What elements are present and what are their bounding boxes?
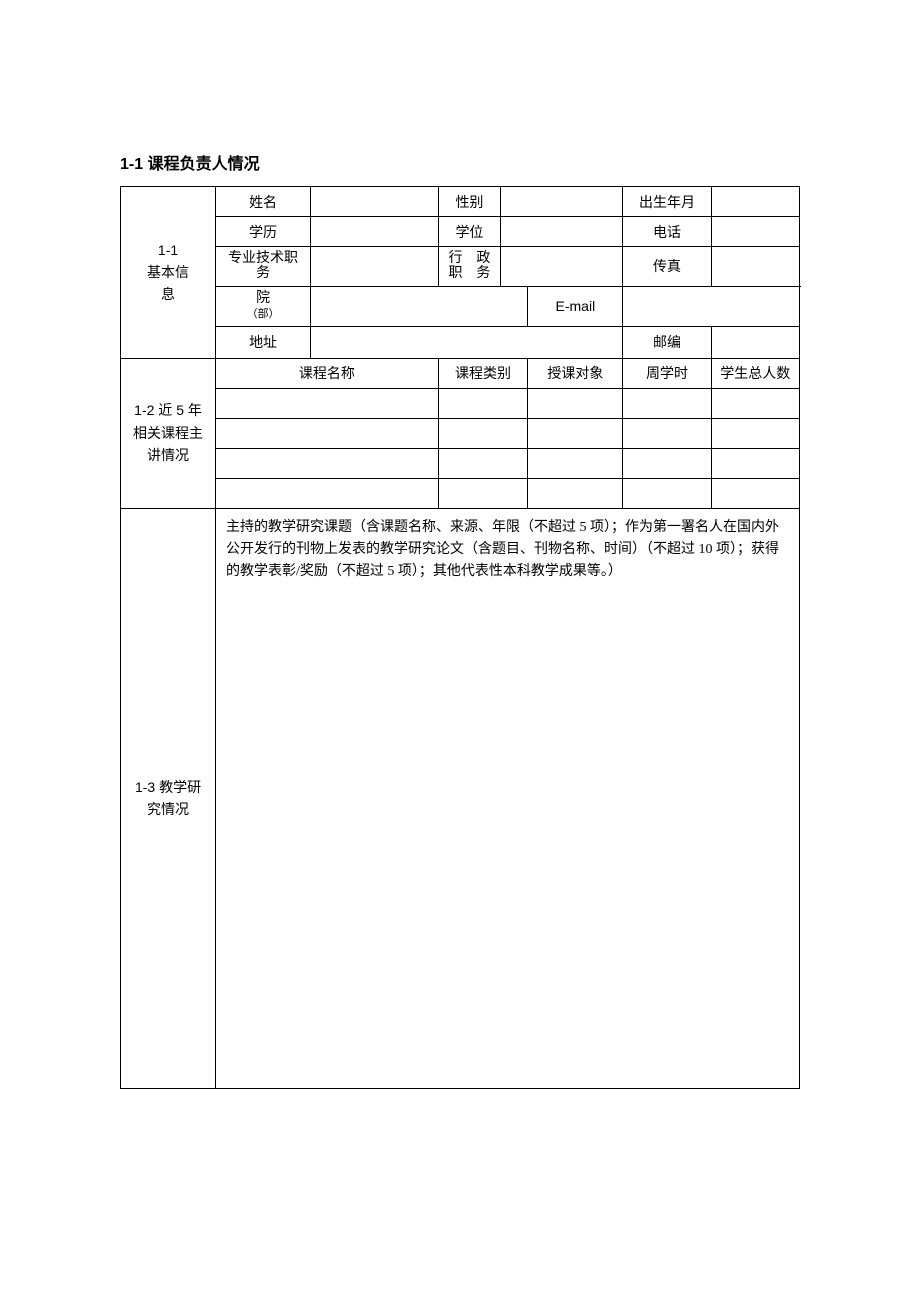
cell-course-name <box>216 388 439 418</box>
value-birthdate <box>711 187 799 217</box>
cell-audience <box>528 418 623 448</box>
label-department: 院（部） <box>216 286 311 326</box>
value-gender <box>501 187 623 217</box>
label-gender: 性别 <box>438 187 500 217</box>
cell-hours <box>623 448 711 478</box>
cell-audience <box>528 478 623 508</box>
cell-hours <box>623 418 711 448</box>
section-1-1-label: 1-1 基本信息 <box>121 187 216 359</box>
header-audience: 授课对象 <box>528 358 623 388</box>
form-table: 1-1 基本信息 姓名 性别 出生年月 学历 学位 电话 专业技术职务 行 政职… <box>120 186 800 1089</box>
value-postcode <box>711 326 799 358</box>
cell-students <box>711 388 799 418</box>
cell-course-type <box>438 388 528 418</box>
value-email <box>623 286 800 326</box>
section-text: 1-3 教学研究情况 <box>135 779 201 817</box>
section-1-3-description: 主持的教学研究课题（含课题名称、来源、年限（不超过 5 项）；作为第一署名人在国… <box>216 508 800 1088</box>
cell-course-name <box>216 478 439 508</box>
value-fax <box>711 247 799 287</box>
section-num: 1-1 <box>158 242 178 258</box>
value-phone <box>711 217 799 247</box>
cell-course-name <box>216 448 439 478</box>
header-course-name: 课程名称 <box>216 358 439 388</box>
cell-hours <box>623 388 711 418</box>
header-hours: 周学时 <box>623 358 711 388</box>
cell-course-type <box>438 448 528 478</box>
label-postcode: 邮编 <box>623 326 711 358</box>
cell-audience <box>528 448 623 478</box>
table-row: 1-2 近 5 年相关课程主讲情况 课程名称 课程类别 授课对象 周学时 学生总… <box>121 358 800 388</box>
label-email: E-mail <box>528 286 623 326</box>
cell-course-name <box>216 418 439 448</box>
table-row: 院（部） E-mail <box>121 286 800 326</box>
table-row <box>121 448 800 478</box>
value-adminpost <box>501 247 623 287</box>
cell-audience <box>528 388 623 418</box>
label-education: 学历 <box>216 217 311 247</box>
value-education <box>311 217 439 247</box>
section-1-2-label: 1-2 近 5 年相关课程主讲情况 <box>121 358 216 508</box>
cell-students <box>711 478 799 508</box>
header-students: 学生总人数 <box>711 358 799 388</box>
table-row <box>121 388 800 418</box>
value-protitle <box>311 247 439 287</box>
cell-hours <box>623 478 711 508</box>
value-name <box>311 187 439 217</box>
label-protitle: 专业技术职务 <box>216 247 311 287</box>
section-text: 基本信息 <box>147 264 189 302</box>
label-fax: 传真 <box>623 247 711 287</box>
value-department <box>311 286 528 326</box>
table-row <box>121 418 800 448</box>
value-address <box>311 326 623 358</box>
cell-course-type <box>438 418 528 448</box>
value-degree <box>501 217 623 247</box>
table-row: 地址 邮编 <box>121 326 800 358</box>
page-title: 1-1 课程负责人情况 <box>120 150 800 174</box>
section-1-3-label: 1-3 教学研究情况 <box>121 508 216 1088</box>
cell-course-type <box>438 478 528 508</box>
label-phone: 电话 <box>623 217 711 247</box>
cell-students <box>711 448 799 478</box>
header-course-type: 课程类别 <box>438 358 528 388</box>
table-row: 1-3 教学研究情况 主持的教学研究课题（含课题名称、来源、年限（不超过 5 项… <box>121 508 800 1088</box>
label-degree: 学位 <box>438 217 500 247</box>
label-birthdate: 出生年月 <box>623 187 711 217</box>
cell-students <box>711 418 799 448</box>
table-row: 专业技术职务 行 政职 务 传真 <box>121 247 800 287</box>
label-adminpost: 行 政职 务 <box>438 247 500 287</box>
table-row <box>121 478 800 508</box>
label-address: 地址 <box>216 326 311 358</box>
section-text: 1-2 近 5 年相关课程主讲情况 <box>133 402 203 463</box>
label-name: 姓名 <box>216 187 311 217</box>
table-row: 学历 学位 电话 <box>121 217 800 247</box>
table-row: 1-1 基本信息 姓名 性别 出生年月 <box>121 187 800 217</box>
